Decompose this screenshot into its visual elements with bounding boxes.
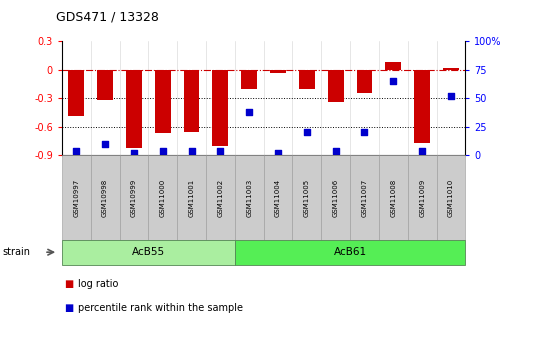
Point — [302, 130, 311, 135]
Point — [389, 78, 398, 84]
Text: GSM11008: GSM11008 — [390, 178, 397, 217]
Bar — [385, 62, 401, 70]
Text: GDS471 / 13328: GDS471 / 13328 — [56, 10, 159, 23]
Text: GSM10998: GSM10998 — [102, 178, 108, 217]
Text: GSM11009: GSM11009 — [419, 178, 425, 217]
Point — [158, 148, 167, 154]
Point — [447, 93, 455, 99]
Text: GSM11004: GSM11004 — [275, 178, 281, 217]
Bar — [155, 70, 171, 134]
Bar — [97, 70, 113, 100]
Bar — [183, 70, 200, 131]
Bar — [241, 70, 257, 89]
Bar — [213, 70, 228, 146]
Text: AcB61: AcB61 — [334, 247, 366, 257]
Point — [245, 109, 253, 115]
Text: GSM11005: GSM11005 — [304, 178, 310, 217]
Bar — [328, 70, 344, 102]
Text: GSM11006: GSM11006 — [332, 178, 339, 217]
Point — [187, 148, 196, 154]
Text: GSM11007: GSM11007 — [362, 178, 367, 217]
Text: GSM11000: GSM11000 — [160, 178, 166, 217]
Text: ■: ■ — [65, 303, 74, 313]
Point — [360, 130, 369, 135]
Point — [418, 148, 427, 154]
Text: strain: strain — [3, 247, 31, 257]
Text: percentile rank within the sample: percentile rank within the sample — [78, 303, 243, 313]
Text: GSM11010: GSM11010 — [448, 178, 454, 217]
Text: ■: ■ — [65, 279, 74, 288]
Point — [130, 150, 138, 156]
Point — [72, 148, 81, 154]
Point — [216, 148, 225, 154]
Bar — [270, 70, 286, 73]
Text: GSM11001: GSM11001 — [188, 178, 195, 217]
Point — [274, 150, 282, 156]
Text: log ratio: log ratio — [78, 279, 118, 288]
Text: GSM10997: GSM10997 — [73, 178, 79, 217]
Bar — [414, 70, 430, 143]
Text: GSM10999: GSM10999 — [131, 178, 137, 217]
Text: AcB55: AcB55 — [132, 247, 165, 257]
Text: GSM11002: GSM11002 — [217, 178, 223, 217]
Bar — [299, 70, 315, 89]
Point — [101, 141, 109, 147]
Bar — [126, 70, 142, 148]
Point — [331, 148, 340, 154]
Text: GSM11003: GSM11003 — [246, 178, 252, 217]
Bar — [68, 70, 84, 116]
Bar — [357, 70, 372, 92]
Bar — [443, 68, 459, 70]
